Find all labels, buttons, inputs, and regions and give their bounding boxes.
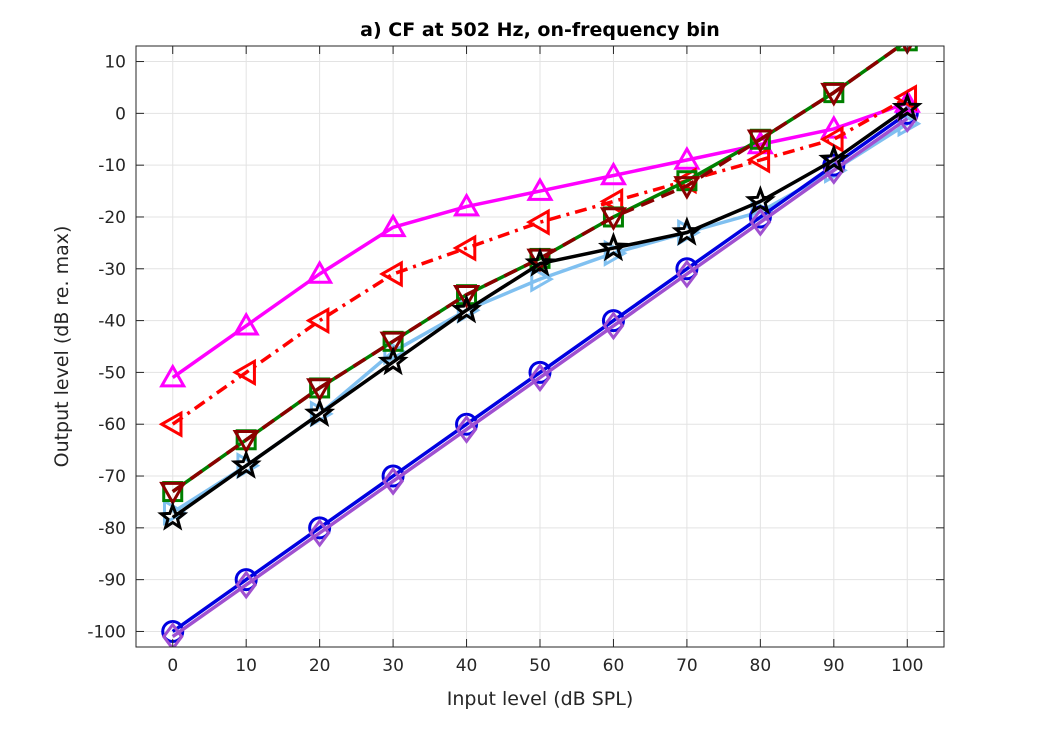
data-point-black-star	[744, 185, 776, 215]
data-point-red-triangle-left	[158, 410, 183, 438]
data-point-magenta-triangle-up	[673, 145, 701, 170]
y-axis-label: Output level (dB re. max)	[51, 226, 73, 468]
y-tick-label: -100	[87, 622, 126, 642]
data-point-magenta-triangle-up	[159, 363, 187, 388]
data-point-purple-diamond	[602, 311, 625, 341]
x-tick-label: 10	[235, 656, 257, 676]
series-line-purple-diamond	[171, 117, 909, 639]
data-point-magenta-triangle-up	[526, 177, 554, 201]
data-point-red-triangle-left	[452, 234, 477, 262]
x-tick-label: 100	[891, 656, 923, 676]
data-point-purple-diamond	[749, 207, 772, 237]
y-tick-label: -20	[98, 208, 126, 228]
data-point-darkred-triangle-down	[379, 331, 407, 356]
series-line-blue-circle	[171, 111, 909, 633]
x-tick-label: 70	[676, 656, 698, 676]
data-point-red-triangle-left	[819, 125, 844, 153]
data-point-black-star	[671, 216, 703, 246]
data-point-magenta-triangle-up	[306, 259, 334, 284]
data-point-darkred-triangle-down	[306, 378, 334, 402]
data-point-darkred-triangle-down	[599, 207, 628, 231]
data-point-purple-diamond	[308, 518, 331, 548]
data-point-purple-diamond	[529, 363, 551, 393]
y-tick-label: -10	[98, 156, 126, 176]
data-point-darkred-triangle-down	[820, 82, 848, 107]
data-point-purple-diamond	[235, 570, 258, 600]
y-tick-label: -30	[98, 260, 126, 280]
data-point-magenta-triangle-up	[599, 161, 628, 186]
y-tick-label: -40	[98, 312, 126, 332]
data-point-black-star	[304, 397, 336, 428]
data-point-black-star	[524, 247, 556, 277]
chart-title: a) CF at 502 Hz, on-frequency bin	[360, 19, 720, 41]
data-point-black-star	[451, 293, 483, 324]
data-point-purple-diamond	[382, 466, 404, 496]
data-point-purple-diamond	[161, 622, 184, 647]
data-point-black-star	[597, 231, 629, 262]
y-tick-label: -90	[98, 571, 126, 591]
y-tick-label: 0	[115, 104, 126, 124]
data-point-darkred-triangle-down	[452, 284, 481, 309]
data-point-black-star	[230, 449, 262, 479]
axis-ticks: 0 10 20 30 40 50 60 70 80 90 100-100-90-80-70-60-5…	[87, 46, 944, 676]
y-tick-label: -60	[98, 415, 126, 435]
x-tick-label: 80	[750, 656, 772, 676]
x-tick-label: 60	[603, 656, 625, 676]
series-line-magenta-triangle-up	[171, 101, 908, 380]
data-point-red-triangle-left	[746, 146, 771, 174]
data-point-darkred-triangle-down	[746, 129, 774, 154]
data-point-magenta-triangle-up	[820, 114, 848, 139]
data-point-light-blue-triangle-right	[530, 265, 555, 293]
series-black-star	[157, 91, 923, 531]
x-tick-label: 50	[529, 656, 551, 676]
series-layer	[157, 46, 923, 647]
y-tick-label: -50	[98, 363, 126, 383]
y-tick-label: 10	[104, 53, 126, 73]
series-line-black-star	[171, 106, 909, 519]
data-point-darkred-triangle-down	[232, 430, 260, 454]
x-tick-label: 90	[823, 656, 845, 676]
data-point-black-star	[891, 91, 923, 122]
data-point-darkred-triangle-down	[673, 176, 701, 200]
data-point-magenta-triangle-up	[232, 311, 260, 336]
data-point-purple-diamond	[676, 259, 698, 289]
data-point-magenta-triangle-up	[452, 192, 481, 217]
y-tick-label: -80	[98, 519, 126, 539]
x-tick-label: 0	[167, 656, 178, 676]
y-tick-label: -70	[98, 467, 126, 487]
data-point-darkred-triangle-down	[159, 481, 187, 506]
data-point-magenta-triangle-up	[379, 213, 407, 238]
data-point-red-triangle-left	[525, 208, 550, 236]
data-point-purple-diamond	[455, 414, 478, 444]
data-point-black-star	[157, 501, 189, 531]
series-line-darkred-triangle-down	[171, 46, 903, 494]
x-axis-label: Input level (dB SPL)	[447, 688, 634, 710]
data-point-black-star	[818, 143, 850, 174]
data-point-red-triangle-left	[379, 260, 403, 288]
x-tick-label: 20	[309, 656, 331, 676]
data-point-red-triangle-left	[232, 358, 256, 386]
x-tick-label: 30	[382, 656, 404, 676]
x-tick-label: 40	[456, 656, 478, 676]
series-magenta-triangle-up	[159, 88, 921, 388]
data-point-red-triangle-left	[305, 307, 330, 335]
data-point-black-star	[377, 345, 409, 376]
series-line-red-triangle-left	[171, 96, 909, 426]
